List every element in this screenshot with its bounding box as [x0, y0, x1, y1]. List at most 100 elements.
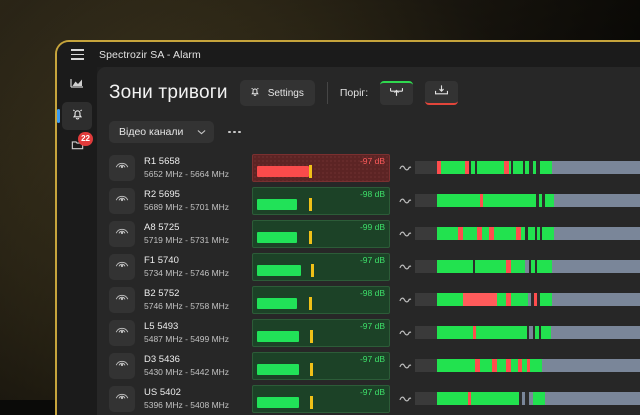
timeline-segment	[541, 326, 551, 339]
signal-level-meter[interactable]: -97 dB	[252, 385, 390, 413]
zone-frequency-range: 5734 MHz - 5746 MHz	[144, 267, 252, 279]
waveform-icon	[395, 164, 415, 172]
timeline-segment	[511, 293, 528, 306]
timeline-segment	[415, 359, 437, 372]
threshold-marker[interactable]	[309, 297, 312, 310]
timeline-segment	[545, 194, 555, 207]
waveform-icon	[395, 263, 415, 271]
threshold-down-button[interactable]	[425, 81, 458, 105]
activity-timeline[interactable]	[415, 227, 640, 240]
timeline-segment	[437, 326, 473, 339]
timeline-segment	[552, 260, 640, 273]
activity-timeline[interactable]	[415, 194, 640, 207]
more-options-button[interactable]	[224, 127, 245, 138]
eye-icon	[115, 324, 129, 342]
activity-timeline[interactable]	[415, 392, 640, 405]
activity-timeline[interactable]	[415, 161, 640, 174]
signal-level-value: -98 dB	[360, 189, 385, 200]
zone-frequency-range: 5487 MHz - 5499 MHz	[144, 333, 252, 345]
header-divider	[327, 82, 328, 104]
signal-level-meter[interactable]: -97 dB	[252, 352, 390, 380]
main-panel: Зони тривоги Settings Поріг:	[97, 67, 640, 415]
visibility-toggle-button[interactable]	[109, 320, 135, 346]
signal-level-meter[interactable]: -97 dB	[252, 319, 390, 347]
threshold-marker[interactable]	[309, 198, 312, 211]
signal-level-meter[interactable]: -99 dB	[252, 220, 390, 248]
threshold-marker[interactable]	[309, 165, 312, 178]
timeline-segment	[533, 392, 545, 405]
timeline-segment	[475, 260, 506, 273]
bell-icon	[249, 85, 261, 101]
waveform-icon	[395, 395, 415, 403]
hamburger-menu-icon[interactable]	[57, 42, 97, 67]
timeline-segment	[537, 260, 551, 273]
channel-select[interactable]: Відео канали	[109, 121, 214, 143]
settings-button[interactable]: Settings	[240, 80, 315, 106]
signal-level-meter[interactable]: -98 dB	[252, 286, 390, 314]
timeline-segment	[476, 326, 526, 339]
threshold-marker[interactable]	[310, 363, 313, 376]
title-bar: Spectrozir SA - Alarm	[57, 42, 640, 67]
threshold-marker[interactable]	[310, 396, 313, 409]
more-horizontal-icon	[228, 131, 231, 134]
visibility-toggle-button[interactable]	[109, 221, 135, 247]
signal-level-meter[interactable]: -97 dB	[252, 253, 390, 281]
visibility-toggle-button[interactable]	[109, 254, 135, 280]
threshold-marker[interactable]	[310, 330, 313, 343]
page-header: Зони тривоги Settings Поріг:	[109, 77, 640, 109]
signal-level-value: -97 dB	[360, 255, 385, 266]
timeline-segment	[463, 227, 477, 240]
signal-level-value: -99 dB	[360, 222, 385, 233]
threshold-up-button[interactable]	[380, 81, 413, 105]
threshold-marker[interactable]	[309, 231, 312, 244]
threshold-marker[interactable]	[311, 264, 314, 277]
timeline-segment	[415, 260, 437, 273]
timeline-segment	[552, 161, 640, 174]
activity-timeline[interactable]	[415, 326, 640, 339]
signal-level-meter[interactable]: -97 dB	[252, 154, 390, 182]
sidebar-item-recordings[interactable]: 22	[62, 133, 92, 161]
zone-id: B2 5752	[144, 288, 252, 300]
timeline-segment	[415, 392, 437, 405]
page-title: Зони тривоги	[109, 82, 228, 104]
timeline-segment	[540, 293, 552, 306]
timeline-segment	[471, 392, 519, 405]
visibility-toggle-button[interactable]	[109, 155, 135, 181]
timeline-segment	[552, 293, 640, 306]
activity-timeline[interactable]	[415, 293, 640, 306]
signal-level-value: -97 dB	[360, 387, 385, 398]
timeline-segment	[480, 359, 492, 372]
eye-icon	[115, 258, 129, 276]
signal-level-meter[interactable]: -98 dB	[252, 187, 390, 215]
sidebar-rail: 22	[57, 67, 97, 415]
activity-timeline[interactable]	[415, 359, 640, 372]
sidebar-item-alarm[interactable]	[62, 102, 92, 130]
more-horizontal-icon	[233, 131, 236, 134]
visibility-toggle-button[interactable]	[109, 353, 135, 379]
visibility-toggle-button[interactable]	[109, 386, 135, 412]
timeline-segment	[463, 293, 497, 306]
activity-timeline[interactable]	[415, 260, 640, 273]
timeline-segment	[497, 293, 507, 306]
recordings-badge: 22	[78, 132, 93, 146]
timeline-segment	[482, 227, 489, 240]
visibility-toggle-button[interactable]	[109, 188, 135, 214]
zone-frequency-range: 5689 MHz - 5701 MHz	[144, 201, 252, 213]
visibility-toggle-button[interactable]	[109, 287, 135, 313]
sidebar-item-spectrum-chart[interactable]	[62, 71, 92, 99]
zone-id: D3 5436	[144, 354, 252, 366]
zone-id: US 5402	[144, 387, 252, 399]
